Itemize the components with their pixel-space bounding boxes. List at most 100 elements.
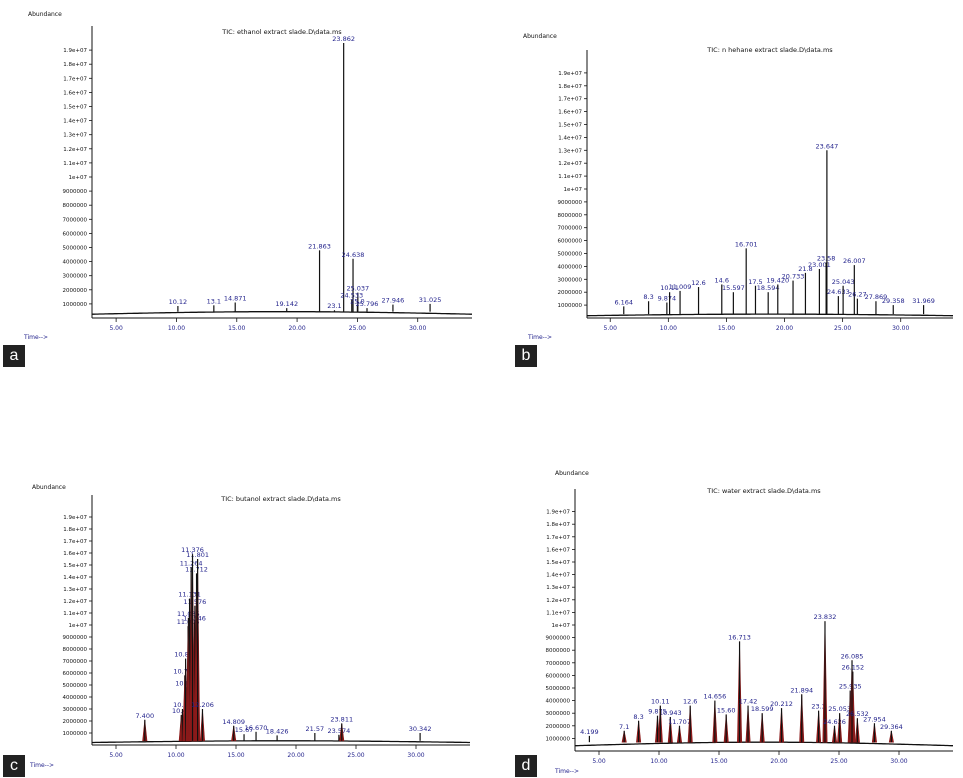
panel-letter: d — [515, 755, 537, 777]
x-tick-label: 20.00 — [288, 325, 305, 332]
peak-label: 25.796 — [356, 300, 379, 308]
y-tick-label: 3000000 — [63, 707, 88, 713]
peak-label: 11.376 — [181, 546, 204, 554]
y-tick-label: 5000000 — [63, 683, 88, 689]
peak-label: 24.533 — [340, 292, 363, 300]
y-tick-label: 7000000 — [558, 226, 583, 232]
y-tick-label: 1.7e+07 — [558, 97, 582, 103]
peak-label: 15.67 — [235, 726, 254, 734]
y-tick-label: 1.9e+07 — [63, 515, 87, 521]
y-tick-label: 1.4e+07 — [63, 119, 87, 125]
peak-label: 19.142 — [275, 300, 298, 308]
y-tick-label: 2000000 — [546, 724, 571, 730]
peak-label: 23.001 — [808, 261, 831, 269]
y-tick-label: 1.3e+07 — [546, 585, 570, 591]
y-tick-label: 1.1e+07 — [63, 161, 87, 167]
y-tick-label: 1e+07 — [552, 623, 571, 629]
y-tick-label: 1.3e+07 — [63, 587, 87, 593]
y-tick-label: 1.3e+07 — [558, 148, 582, 154]
peak-label: 16.713 — [728, 633, 751, 641]
y-tick-label: 1.5e+07 — [558, 123, 582, 129]
peak-label: 14.656 — [703, 693, 726, 701]
y-tick-label: 8000000 — [546, 648, 571, 654]
peak-label: 13.1 — [207, 297, 221, 305]
y-tick-label: 5000000 — [63, 246, 88, 252]
peak-label: 31.025 — [419, 296, 442, 304]
y-tick-label: 1.1e+07 — [546, 610, 570, 616]
peak-label: 16.670 — [245, 724, 268, 732]
time-label: Time--> — [29, 762, 54, 769]
panel-a: Abundance TIC: ethanol extract slade.D\da… — [0, 0, 480, 375]
y-tick-label: 4000000 — [546, 699, 571, 705]
chromatogram-d: Abundance TIC: water extract slade.D\data… — [546, 470, 953, 775]
peak-label: 29.364 — [880, 723, 903, 731]
time-label: Time--> — [23, 334, 48, 341]
x-tick-label: 25.00 — [349, 325, 366, 332]
y-tick-label: 1.4e+07 — [546, 573, 570, 579]
y-tick-label: 1.8e+07 — [558, 84, 582, 90]
peak-label: 25.935 — [839, 683, 862, 691]
peak-label: 17.5 — [748, 278, 762, 286]
x-tick-label: 15.00 — [710, 758, 727, 765]
x-tick-label: 30.00 — [892, 325, 909, 332]
x-tick-label: 25.00 — [347, 752, 364, 759]
chromatogram-b: Abundance TIC: n hehane extract slade.D\d… — [523, 33, 953, 341]
peak-label: 15.597 — [722, 284, 745, 292]
x-tick-label: 20.00 — [770, 758, 787, 765]
y-tick-label: 1.3e+07 — [63, 133, 87, 139]
peak-label: 25.0 — [350, 297, 364, 305]
y-tick-label: 3000000 — [63, 274, 88, 280]
y-tick-label: 1.6e+07 — [558, 110, 582, 116]
peak-label: 8.3 — [633, 713, 643, 721]
y-tick-label: 1e+07 — [69, 175, 88, 181]
peak-label: 19.420 — [766, 276, 789, 284]
peak-label: 11.009 — [669, 283, 692, 291]
peak-label: 12.6 — [683, 698, 697, 706]
peak-label: 24.638 — [342, 251, 365, 259]
y-tick-label: 8000000 — [558, 213, 583, 219]
peak-label: 14.871 — [224, 294, 247, 302]
peak-label: 26.27 — [848, 291, 867, 299]
y-tick-label: 1.2e+07 — [546, 598, 570, 604]
peak-label: 11.035 — [177, 610, 200, 618]
peak-label: 18.599 — [751, 705, 774, 713]
x-tick-label: 25.00 — [834, 325, 851, 332]
x-tick-label: 20.00 — [776, 325, 793, 332]
y-tick-label: 1.1e+07 — [63, 611, 87, 617]
peak-label: 23.574 — [328, 727, 351, 735]
abundance-label: Abundance — [32, 484, 66, 491]
peak-label: 29.358 — [882, 297, 905, 305]
peak-label: 10.44 — [172, 707, 191, 715]
abundance-label: Abundance — [523, 33, 557, 40]
peak-label: 21.863 — [308, 242, 331, 250]
peak-label: 27.954 — [863, 715, 886, 723]
y-tick-label: 1.6e+07 — [63, 90, 87, 96]
y-tick-label: 1.8e+07 — [63, 527, 87, 533]
peak-label: 15.60 — [717, 706, 736, 714]
x-tick-label: 10.00 — [660, 325, 677, 332]
peak-label: 21.894 — [790, 686, 813, 694]
peak-label: 7.1 — [619, 723, 629, 731]
y-tick-label: 1000000 — [558, 303, 583, 309]
peak-label: 6.164 — [614, 298, 633, 306]
peak-label: 23.811 — [330, 715, 353, 723]
peak-label: 11.131 — [178, 591, 201, 599]
peak-label: 12.206 — [191, 701, 214, 709]
peak-label: 10.11 — [651, 698, 670, 706]
y-tick-label: 2000000 — [63, 719, 88, 725]
y-tick-label: 6000000 — [546, 673, 571, 679]
panel-letter: b — [515, 345, 537, 367]
y-tick-label: 1.5e+07 — [63, 563, 87, 569]
peak-label: 10.802 — [174, 651, 197, 659]
peak-label: 18.426 — [266, 727, 289, 735]
y-tick-label: 5000000 — [546, 686, 571, 692]
x-tick-label: 5.00 — [604, 325, 618, 332]
peak-label: 10.12 — [169, 298, 188, 306]
panel-b: Abundance TIC: n hehane extract slade.D\d… — [483, 0, 963, 375]
y-tick-label: 1.2e+07 — [558, 161, 582, 167]
peak-label: 31.969 — [912, 297, 935, 305]
peak-label: 25.037 — [346, 285, 369, 293]
panel-c: Abundance TIC: butanol extract slade.D\da… — [0, 395, 480, 778]
peak-label: 27.946 — [382, 297, 405, 305]
